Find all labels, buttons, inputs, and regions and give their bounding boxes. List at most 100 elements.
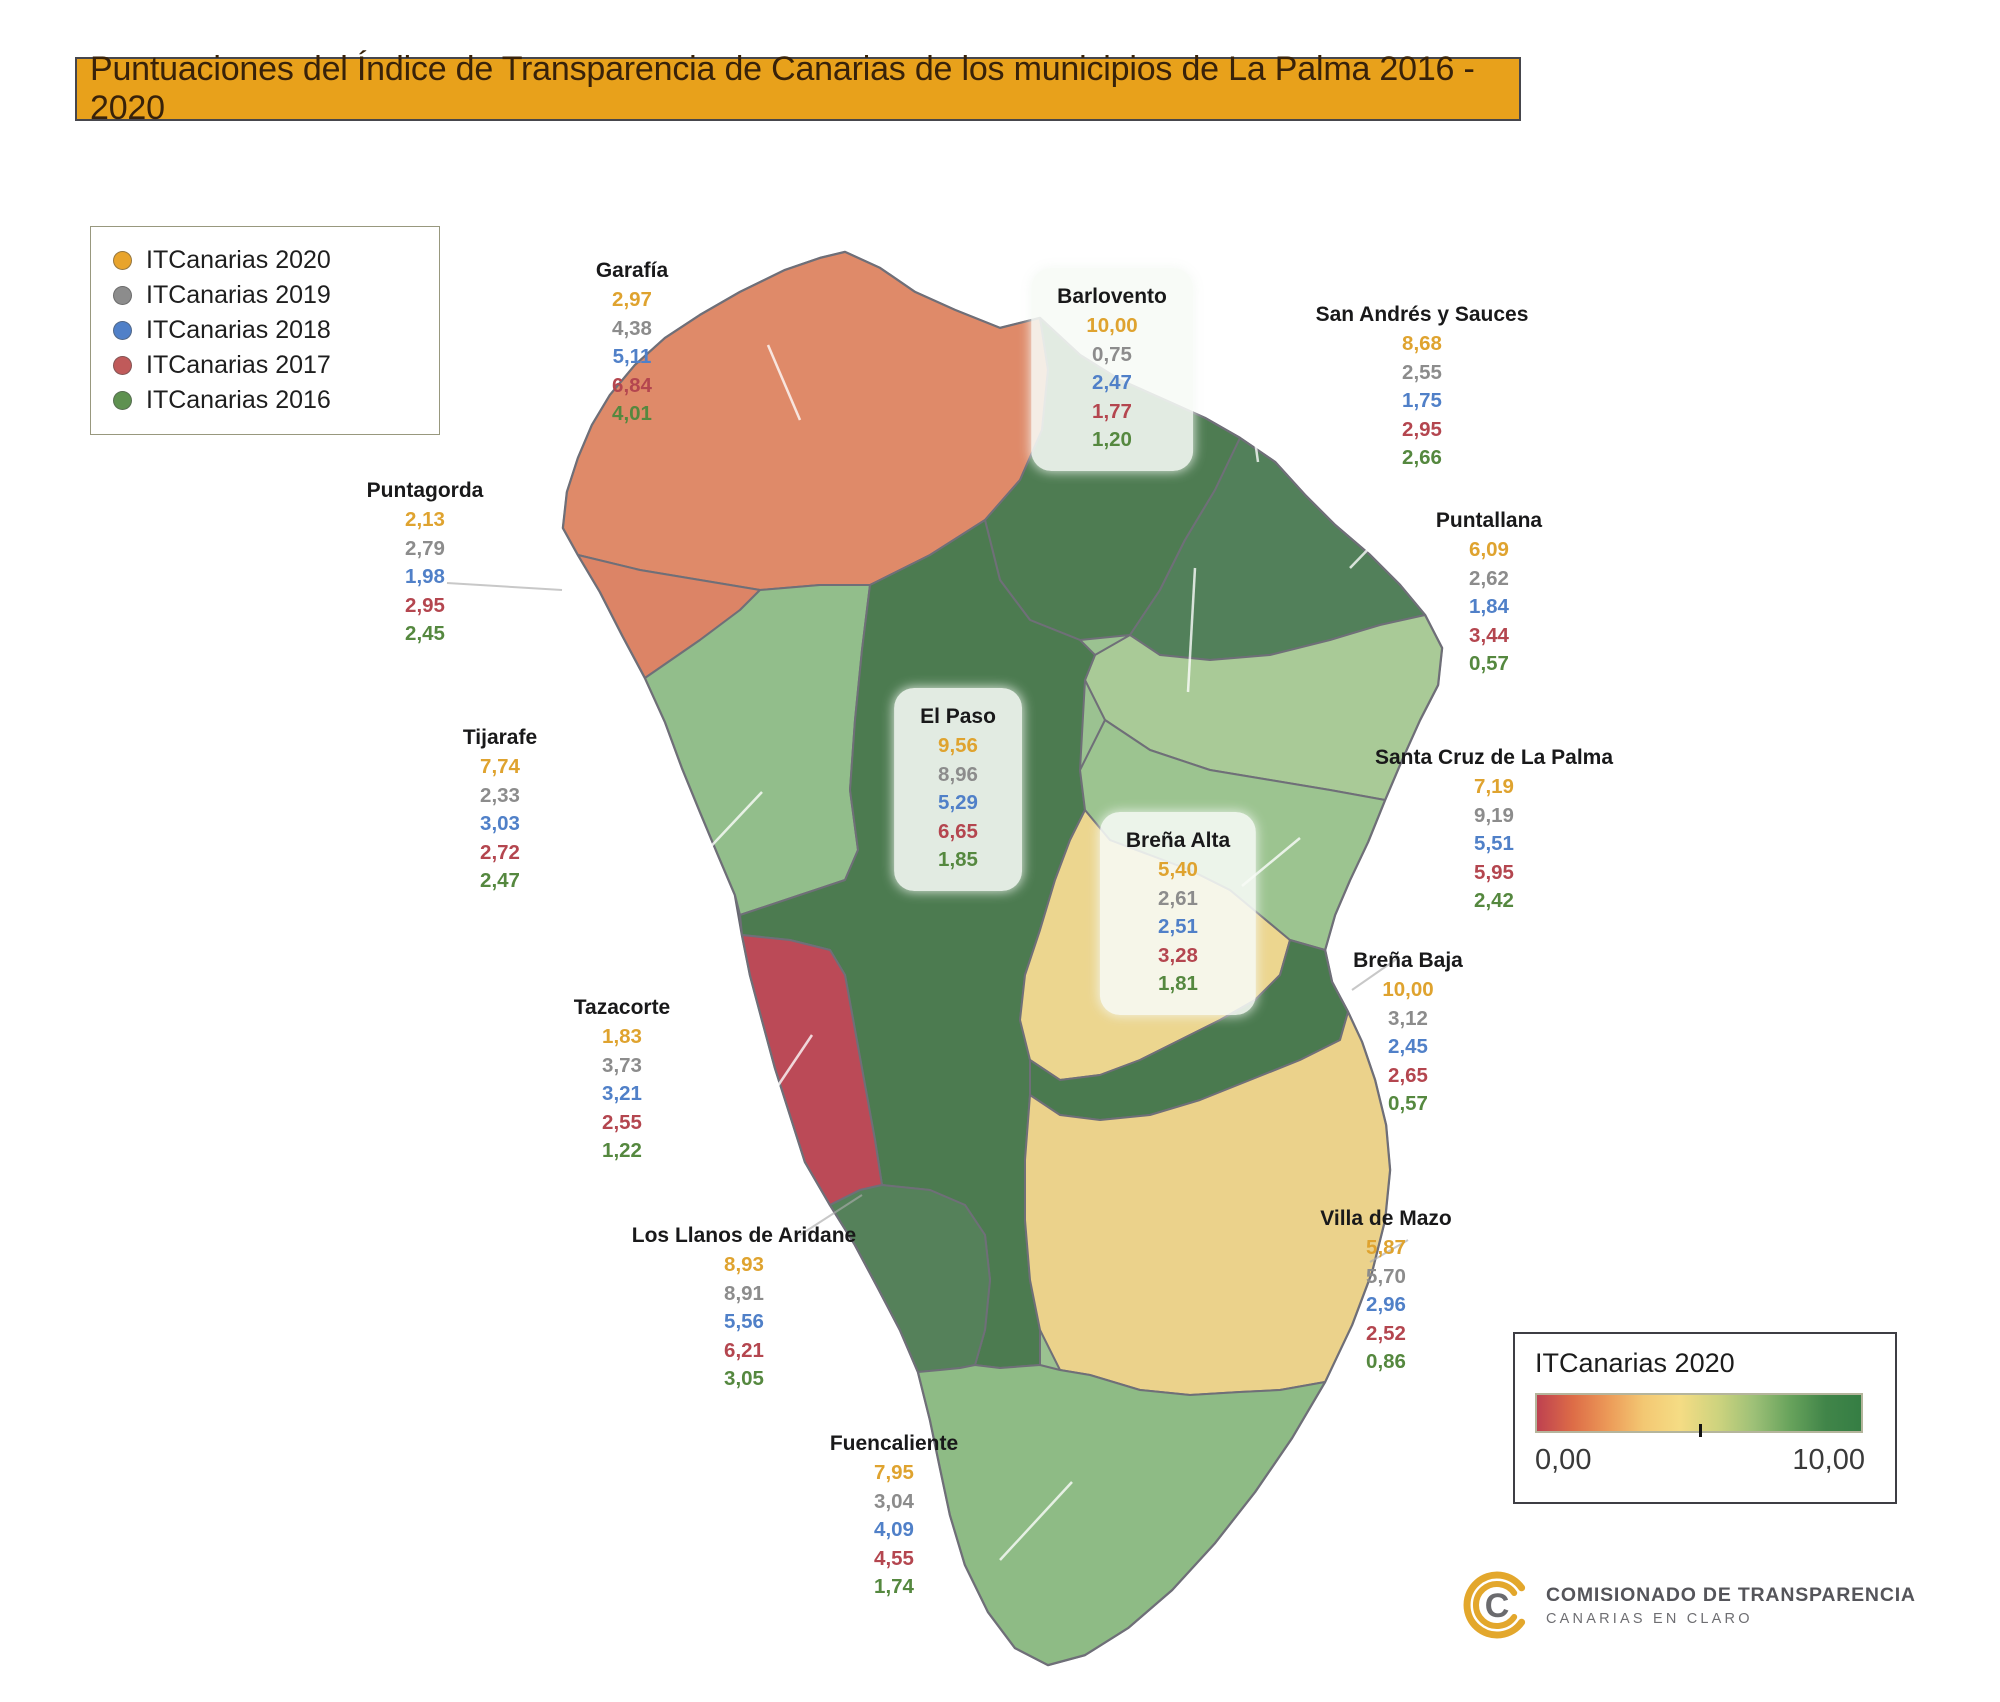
value-2017: 2,72 (480, 840, 520, 864)
value-2018: 5,11 (612, 345, 652, 368)
municipality-name: Puntallana (1435, 509, 1543, 532)
callout-line (1246, 389, 1260, 463)
value-2018: 2,47 (1092, 371, 1132, 394)
value-2016: 2,45 (405, 622, 445, 645)
value-2017: 2,95 (405, 593, 445, 617)
comisionado-logo: C COMISIONADO DE TRANSPARENCIA CANARIAS … (1458, 1566, 1916, 1644)
callout-line (1349, 507, 1409, 569)
value-2018: 5,51 (1474, 832, 1514, 855)
legend-item-itcanarias-2018[interactable]: ITCanarias 2018 (105, 313, 429, 348)
value-2017: 3,44 (1469, 623, 1509, 647)
municipality-label-tazacorte: Tazacorte 1,83 3,73 3,21 2,55 1,22 (574, 993, 670, 1166)
legend-item-itcanarias-2016[interactable]: ITCanarias 2016 (105, 383, 429, 418)
color-scale-legend: ITCanarias 2020 0,00 10,00 (1513, 1332, 1897, 1504)
municipality-label-brenaalta: Breña Alta 5,40 2,61 2,51 3,28 1,81 (1099, 812, 1257, 1015)
municipality-name: Breña Baja (1353, 949, 1463, 972)
municipality-label-garafia: Garafía 2,97 4,38 5,11 6,84 4,01 (596, 256, 668, 429)
color-scale-range: 0,00 10,00 (1535, 1444, 1865, 1477)
municipality-name: Puntagorda (366, 479, 484, 502)
value-2017: 2,65 (1388, 1063, 1428, 1087)
value-2020: 7,74 (480, 755, 520, 778)
value-2016: 2,66 (1402, 446, 1442, 469)
callout-line (1369, 1239, 1409, 1263)
value-2016: 0,57 (1469, 652, 1509, 675)
value-2017: 6,65 (938, 819, 978, 843)
municipality-label-sanandres: San Andrés y Sauces 8,68 2,55 1,75 2,95 2,66 (1316, 300, 1529, 473)
municipality-label-brenabaja: Breña Baja 10,00 3,12 2,45 2,65 0,57 (1353, 946, 1463, 1119)
callout-line (699, 791, 763, 859)
municipality-label-puntagorda: Puntagorda 2,13 2,79 1,98 2,95 2,45 (367, 476, 484, 649)
value-2016: 1,22 (602, 1139, 642, 1162)
value-2019: 2,55 (1402, 360, 1442, 384)
value-2019: 3,04 (874, 1489, 914, 1513)
value-2020: 10,00 (1086, 314, 1138, 337)
color-scale-gradient (1535, 1393, 1863, 1437)
value-2019: 2,33 (480, 783, 520, 807)
value-2020: 7,19 (1474, 775, 1514, 798)
value-2016: 2,47 (480, 869, 520, 892)
callout-line (799, 1194, 863, 1236)
legend-color-dot (113, 321, 132, 340)
municipality-shape-losllanos[interactable] (829, 1184, 991, 1373)
municipality-shape-fuencaliente[interactable] (917, 1364, 1326, 1666)
municipality-label-barlovento: Barlovento 10,00 0,75 2,47 1,77 1,20 (1031, 268, 1193, 471)
legend-item-label: ITCanarias 2017 (146, 351, 331, 379)
value-2016: 1,20 (1092, 428, 1132, 451)
legend-color-dot (113, 356, 132, 375)
value-2020: 10,00 (1382, 978, 1434, 1001)
value-2016: 0,57 (1388, 1092, 1428, 1115)
value-2019: 0,75 (1092, 342, 1132, 366)
value-2017: 6,84 (612, 373, 652, 397)
value-2016: 1,81 (1158, 972, 1198, 995)
value-2019: 9,19 (1474, 803, 1514, 827)
value-2017: 3,28 (1158, 943, 1198, 967)
municipality-name: El Paso (920, 705, 996, 728)
value-2016: 4,01 (612, 402, 652, 425)
legend-item-itcanarias-2019[interactable]: ITCanarias 2019 (105, 278, 429, 313)
legend-color-dot (113, 286, 132, 305)
legend-item-label: ITCanarias 2018 (146, 316, 331, 344)
municipality-name: Tijarafe (462, 726, 538, 749)
value-2016: 3,05 (724, 1367, 764, 1390)
value-2018: 2,45 (1388, 1035, 1428, 1058)
value-2017: 1,77 (1092, 399, 1132, 423)
value-2019: 4,38 (612, 316, 652, 340)
value-2017: 2,55 (602, 1110, 642, 1134)
color-scale-max: 10,00 (1792, 1444, 1865, 1476)
value-2018: 2,96 (1366, 1293, 1406, 1316)
municipality-label-losllanos: Los Llanos de Aridane 8,93 8,91 5,56 6,21 3,0… (632, 1221, 856, 1394)
logo-line1: COMISIONADO DE TRANSPARENCIA (1546, 1583, 1916, 1606)
value-2018: 5,56 (724, 1310, 764, 1333)
value-2016: 0,86 (1366, 1350, 1406, 1373)
value-2020: 5,87 (1366, 1236, 1406, 1259)
callout-line (1186, 567, 1197, 693)
value-2018: 3,03 (480, 812, 520, 835)
value-2019: 8,91 (724, 1281, 764, 1305)
value-2017: 6,21 (724, 1338, 764, 1362)
municipality-label-santacruz: Santa Cruz de La Palma 7,19 9,19 5,51 5,95 2,… (1375, 743, 1613, 916)
value-2020: 7,95 (874, 1461, 914, 1484)
value-2017: 5,95 (1474, 860, 1514, 884)
color-scale-min: 0,00 (1535, 1444, 1592, 1476)
legend-item-itcanarias-2020[interactable]: ITCanarias 2020 (105, 243, 429, 278)
municipality-name: Santa Cruz de La Palma (1374, 746, 1614, 769)
value-2018: 1,84 (1469, 595, 1509, 618)
logo-letter: C (1485, 1587, 1510, 1625)
page-title: Puntuaciones del Índice de Transparencia… (75, 50, 1521, 127)
municipality-name: Barlovento (1057, 285, 1167, 308)
municipality-name: Villa de Mazo (1320, 1207, 1452, 1230)
value-2020: 6,09 (1469, 538, 1509, 561)
value-2016: 1,85 (938, 848, 978, 871)
logo-arcs-icon: C (1463, 1571, 1526, 1639)
callout-line (766, 344, 802, 421)
legend-item-itcanarias-2017[interactable]: ITCanarias 2017 (105, 348, 429, 383)
municipality-name: Fuencaliente (829, 1432, 959, 1455)
value-2019: 5,70 (1366, 1264, 1406, 1288)
value-2020: 5,40 (1158, 858, 1198, 881)
color-scale-title: ITCanarias 2020 (1535, 1348, 1735, 1378)
value-2018: 4,09 (874, 1518, 914, 1541)
value-2017: 2,52 (1366, 1321, 1406, 1345)
value-2018: 5,29 (938, 791, 978, 814)
